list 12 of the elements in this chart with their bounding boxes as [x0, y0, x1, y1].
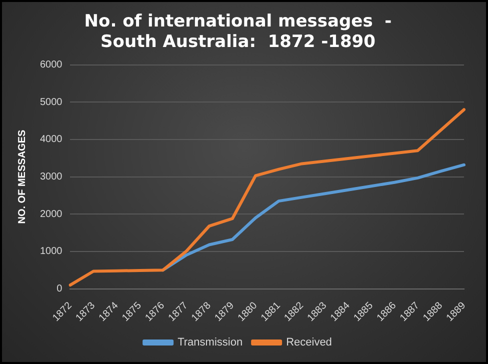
text: South Australia: 1872 -1890: [100, 32, 376, 52]
legend-label: Received: [286, 336, 332, 349]
y-tick-label: 0: [56, 284, 63, 295]
y-tick-label: 3000: [40, 172, 63, 183]
y-tick-label: 4000: [40, 134, 63, 146]
y-tick-label: 1000: [40, 246, 63, 258]
text: No. of international messages -: [84, 12, 392, 32]
y-tick-label: 6000: [40, 60, 63, 71]
y-tick-label: 5000: [40, 96, 63, 108]
y-tick-label: 2000: [40, 208, 63, 220]
legend-label: Transmission: [178, 336, 243, 349]
y-axis-title: NO. OF MESSAGES: [16, 130, 28, 224]
